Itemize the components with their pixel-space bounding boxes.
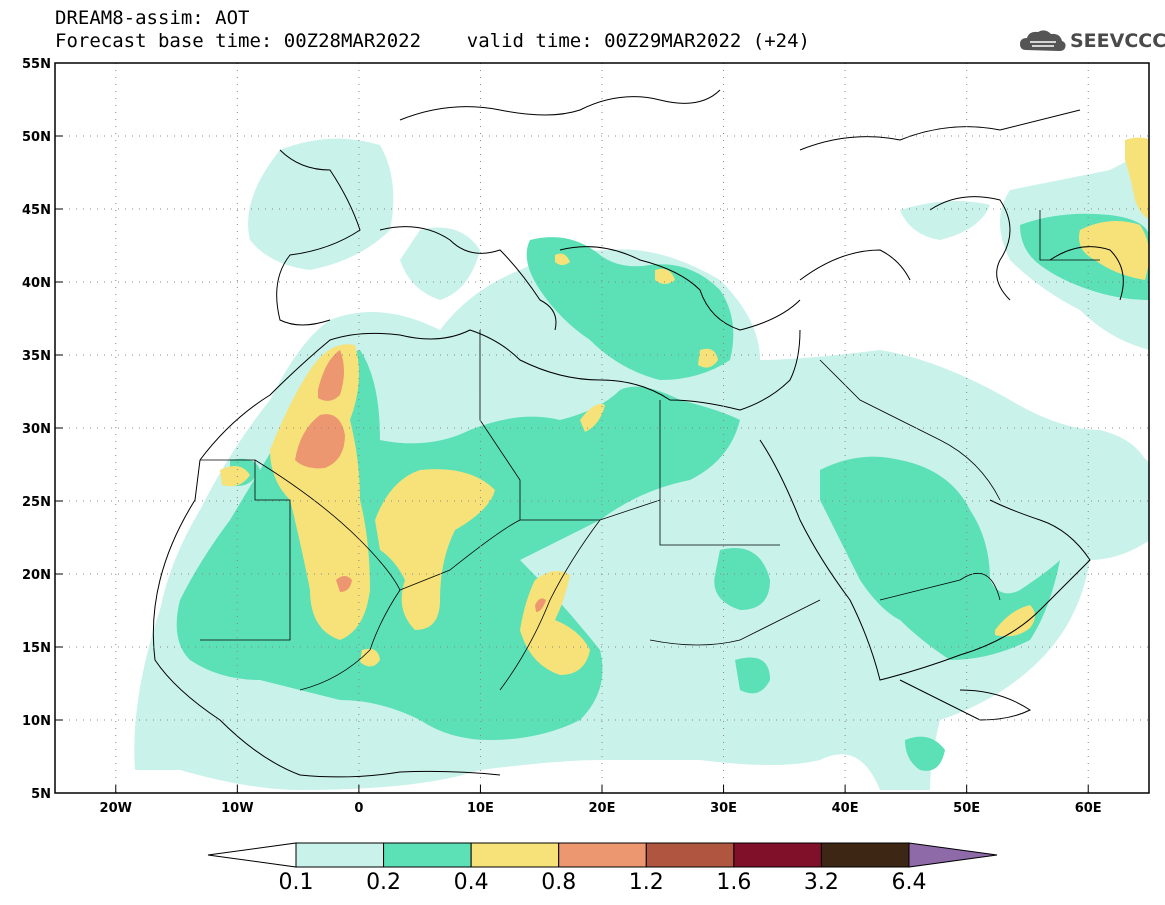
lon-tick-label: 20E: [589, 801, 616, 816]
colorbar-high-arrow: [908, 842, 998, 868]
colorbar-box: [733, 842, 822, 868]
lon-tick-label: 40E: [832, 801, 859, 816]
colorbar-box: [558, 842, 647, 868]
lon-tick-label: 20W: [100, 801, 132, 816]
map-title: DREAM8-assim: AOT: [55, 7, 250, 29]
aot-level-0.8: [295, 350, 546, 612]
colorbar-box: [470, 842, 560, 868]
lon-tick-label: 60E: [1075, 801, 1102, 816]
lon-tick-label: 10W: [221, 801, 253, 816]
colorbar-label: 0.2: [366, 870, 402, 895]
cloud-icon: [1020, 30, 1066, 51]
seevccc-logo: SEEVCCC: [1018, 26, 1165, 56]
axis-ticks: 20W 10W 0 10E 20E 30E 40E 50E 60E 55N 50N 45N 40N 35N…: [22, 57, 1102, 816]
colorbar-label: 1.2: [628, 870, 664, 895]
colorbar-label: 6.4: [891, 870, 927, 895]
lat-tick-label: 55N: [22, 57, 51, 72]
lat-tick-label: 15N: [22, 641, 51, 656]
colorbar-box: [820, 842, 910, 868]
colorbar-low-arrow: [207, 842, 297, 868]
lat-tick-label: 30N: [22, 422, 51, 437]
lon-tick-label: 30E: [710, 801, 737, 816]
lon-tick-label: 0: [354, 801, 363, 816]
lat-tick-label: 20N: [22, 568, 51, 583]
lat-tick-label: 25N: [22, 495, 51, 510]
colorbar-box: [295, 842, 385, 868]
colorbar-box: [383, 842, 472, 868]
lat-tick-label: 35N: [22, 349, 51, 364]
lat-tick-label: 40N: [22, 276, 51, 291]
lat-tick-label: 50N: [22, 130, 51, 145]
lat-tick-label: 10N: [22, 714, 51, 729]
colorbar-label: 3.2: [803, 870, 839, 895]
map-subtitle: Forecast base time: 00Z28MAR2022 valid t…: [55, 30, 810, 52]
lat-tick-label: 5N: [31, 787, 51, 802]
lon-tick-label: 50E: [953, 801, 980, 816]
lat-tick-label: 45N: [22, 203, 51, 218]
coastlines: [152, 89, 1124, 778]
colorbar-label: 0.1: [278, 870, 314, 895]
aot-level-0.4: [220, 137, 1149, 675]
colorbar-label: 0.4: [453, 870, 489, 895]
colorbar-label: 0.8: [541, 870, 577, 895]
logo-text: SEEVCCC: [1070, 30, 1165, 52]
colorbar-label: 1.6: [716, 870, 752, 895]
lon-tick-label: 10E: [467, 801, 494, 816]
colorbar-box: [645, 842, 735, 868]
borders: [200, 210, 1100, 691]
aot-field: [134, 137, 1149, 790]
aot-colorbar: [207, 842, 998, 868]
